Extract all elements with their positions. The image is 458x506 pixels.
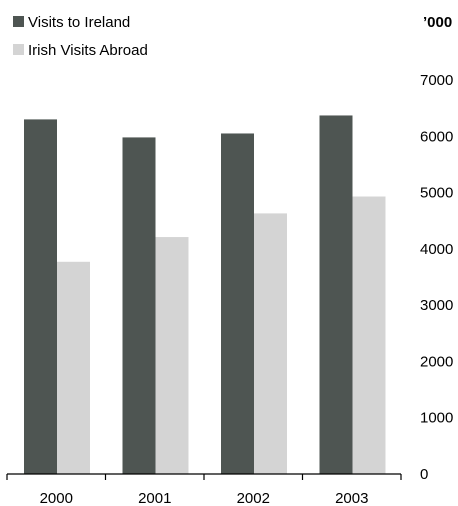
legend-label-visits-to-ireland: Visits to Ireland <box>28 14 130 31</box>
y-tick-label-1000: 1000 <box>420 410 453 427</box>
x-axis: 2000 2001 2002 2003 <box>6 473 402 506</box>
x-tick-label-2000: 2000 <box>40 490 73 506</box>
bar-visits-to-ireland-2003 <box>319 115 353 475</box>
legend-swatch-irish-visits-abroad <box>13 44 24 55</box>
legend-label-irish-visits-abroad: Irish Visits Abroad <box>28 42 148 59</box>
bar-visits-to-ireland-2000 <box>24 119 57 475</box>
x-tick-label-2001: 2001 <box>138 490 171 506</box>
bar-irish-visits-abroad-2000 <box>57 261 90 474</box>
bars-group <box>24 115 386 475</box>
y-tick-label-6000: 6000 <box>420 128 453 145</box>
x-tick-label-2003: 2003 <box>335 490 368 506</box>
y-tick-label-2000: 2000 <box>420 353 453 370</box>
x-tick-label-2002: 2002 <box>237 490 270 506</box>
legend: Visits to Ireland Irish Visits Abroad <box>13 14 148 59</box>
y-tick-label-7000: 7000 <box>420 72 453 89</box>
y-tick-label-0: 0 <box>420 466 428 483</box>
y-tick-label-3000: 3000 <box>420 297 453 314</box>
y-tick-label-4000: 4000 <box>420 241 453 258</box>
y-axis-unit-label: ’000 <box>423 14 452 31</box>
y-tick-label-5000: 5000 <box>420 185 453 202</box>
bar-irish-visits-abroad-2001 <box>155 237 189 474</box>
bar-visits-to-ireland-2001 <box>122 137 156 474</box>
bar-visits-to-ireland-2002 <box>221 133 254 474</box>
y-axis: 0 1000 2000 3000 4000 5000 6000 7000 <box>420 72 453 483</box>
bar-irish-visits-abroad-2003 <box>352 196 386 475</box>
bar-irish-visits-abroad-2002 <box>254 213 287 474</box>
legend-swatch-visits-to-ireland <box>13 16 24 27</box>
